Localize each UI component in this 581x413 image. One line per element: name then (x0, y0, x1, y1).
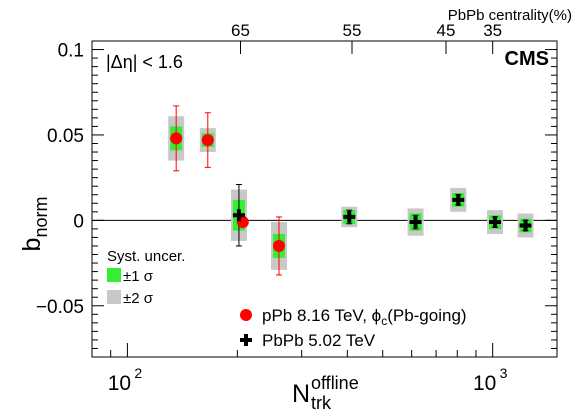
y-axis-title-main: b (18, 238, 46, 252)
error-bar-layer (173, 105, 529, 276)
experiment-label: CMS (505, 48, 549, 70)
data-point-pbpb (409, 216, 422, 229)
syst-legend-label-2sigma: ±2 σ (123, 290, 154, 307)
syst-legend-title: Syst. uncer. (107, 248, 185, 265)
y-axis-title-sub: norm (31, 197, 51, 238)
data-point-pbpb (232, 209, 245, 222)
data-point-pbpb (489, 216, 502, 229)
x-axis-title-main: N (292, 380, 310, 408)
marker-layer (170, 132, 532, 252)
top-axis-title: PbPb centrality(%) (448, 7, 572, 24)
syst-legend-label-1sigma: ±1 σ (123, 268, 154, 285)
data-point-pbpb (452, 193, 465, 206)
legend-marker-ppb (240, 309, 252, 321)
legend-label-pbpb: PbPb 5.02 TeV (262, 331, 376, 350)
data-point-ppb (201, 134, 214, 147)
x-axis-title-sup: offline (311, 373, 359, 393)
annotation-delta-eta: |Δη| < 1.6 (106, 52, 183, 72)
series-legend: pPb 8.16 TeV, ϕc(Pb-going) PbPb 5.02 TeV (240, 306, 467, 350)
y-axis-title: bnorm (18, 197, 51, 252)
syst-legend: Syst. uncer. ±1 σ ±2 σ (107, 248, 185, 307)
data-point-pbpb (519, 219, 532, 232)
top-axis-tick-label: 45 (437, 21, 456, 40)
x-axis-title: N offline trk (292, 373, 359, 413)
x-tick-label: 10 (108, 372, 131, 395)
legend-label-ppb: pPb 8.16 TeV, ϕc(Pb-going) (262, 306, 467, 328)
x-tick-label-exponent: 2 (134, 365, 142, 381)
y-tick-label: 0.05 (47, 126, 84, 147)
legend-label-ppb-tail: (Pb-going) (387, 306, 466, 325)
y-tick-label: 0.1 (58, 41, 84, 62)
x-tick-label: 10 (473, 372, 496, 395)
x-axis-title-sub: trk (311, 393, 332, 413)
data-point-pbpb (343, 210, 356, 223)
x-tick-label-exponent: 3 (500, 365, 508, 381)
syst-legend-swatch-2sigma (107, 290, 121, 304)
systematic-band-layer (168, 116, 534, 270)
plot-frame (91, 40, 558, 358)
top-axis-tick-label: 65 (231, 21, 250, 40)
legend-label-ppb-sub: c (381, 314, 387, 328)
legend-label-ppb-main: pPb 8.16 TeV, ϕ (262, 306, 381, 325)
top-axis-tick-label: 55 (343, 21, 362, 40)
top-axis-tick-label: 35 (483, 21, 502, 40)
y-tick-label: 0 (73, 211, 84, 232)
y-tick-label: −0.05 (36, 297, 84, 318)
data-point-ppb (272, 239, 285, 252)
svg-text:bnorm: bnorm (18, 197, 51, 252)
syst-legend-swatch-1sigma (107, 268, 121, 282)
data-point-ppb (170, 132, 183, 145)
legend-marker-pbpb (240, 334, 252, 346)
